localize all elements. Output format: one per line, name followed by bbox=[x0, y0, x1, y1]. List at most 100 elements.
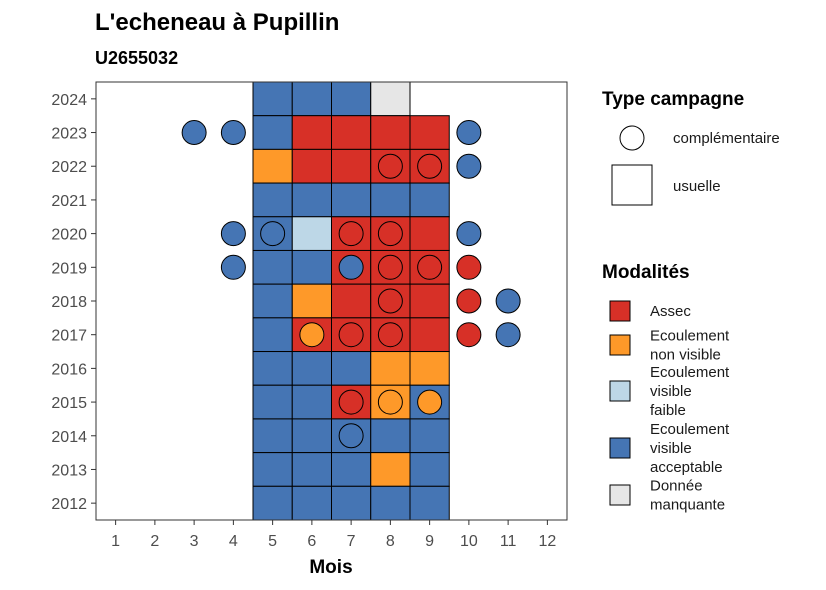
legend-label-N: Ecoulement bbox=[650, 328, 730, 345]
point-2020-5 bbox=[260, 221, 286, 247]
tile-2016-8 bbox=[370, 351, 411, 386]
point-2022-10 bbox=[456, 153, 482, 179]
legend-label-M: Donnée bbox=[650, 478, 703, 495]
legend-label-F: Ecoulement bbox=[650, 364, 730, 381]
y-tick-label: 2016 bbox=[51, 361, 87, 378]
chart-subtitle: U2655032 bbox=[95, 48, 178, 68]
tile-2024-6 bbox=[291, 81, 332, 117]
y-tick-label: 2019 bbox=[51, 260, 87, 277]
tile-2014-5 bbox=[252, 418, 293, 454]
x-tick-label: 3 bbox=[190, 533, 199, 550]
x-tick-label: 9 bbox=[425, 533, 434, 550]
legend-label-V: visible bbox=[650, 440, 692, 457]
x-tick-label: 4 bbox=[229, 533, 238, 550]
point-2023-3 bbox=[181, 120, 207, 146]
point-2017-8 bbox=[377, 322, 403, 348]
y-tick-label: 2014 bbox=[51, 429, 87, 446]
x-tick-label: 6 bbox=[307, 533, 316, 550]
y-tick-label: 2015 bbox=[51, 395, 87, 412]
y-tick-label: 2013 bbox=[51, 462, 87, 479]
tile-2018-6 bbox=[291, 283, 332, 319]
y-tick-label: 2018 bbox=[51, 294, 87, 311]
point-2020-8 bbox=[377, 221, 403, 247]
point-2022-8 bbox=[377, 153, 403, 179]
tile-2012-9 bbox=[409, 485, 450, 521]
tile-2021-6 bbox=[291, 182, 332, 218]
tile-2012-8 bbox=[370, 485, 411, 521]
legend-swatch-N bbox=[609, 334, 631, 356]
x-tick-label: 7 bbox=[347, 533, 356, 550]
tile-2017-5 bbox=[252, 317, 293, 353]
tile-2016-6 bbox=[291, 351, 332, 386]
tile-2012-5 bbox=[252, 485, 293, 521]
y-tick-label: 2017 bbox=[51, 328, 87, 345]
point-2014-7 bbox=[338, 423, 364, 449]
x-tick-label: 10 bbox=[460, 533, 478, 550]
tile-2018-5 bbox=[252, 283, 293, 319]
x-tick-label: 11 bbox=[500, 533, 517, 550]
tile-2023-8 bbox=[370, 115, 411, 150]
point-2023-4 bbox=[220, 120, 246, 146]
legend-modalites-title: Modalités bbox=[602, 262, 690, 283]
point-2018-11 bbox=[495, 288, 521, 314]
legend-usuelle-square bbox=[611, 164, 653, 206]
tile-2013-8 bbox=[370, 452, 411, 487]
tile-2016-9 bbox=[409, 351, 450, 386]
y-axis: 2012 2013 2014 2015 2016 2017 2018 2019 2020 2021… bbox=[51, 92, 96, 513]
point-2018-8 bbox=[377, 288, 403, 314]
legend-complementaire-label: complémentaire bbox=[673, 130, 780, 147]
legend-label-A: Assec bbox=[650, 303, 691, 320]
point-2022-9 bbox=[417, 153, 443, 179]
tile-2019-5 bbox=[252, 249, 293, 285]
point-2017-10 bbox=[456, 322, 482, 348]
x-tick-label: 1 bbox=[111, 533, 120, 550]
tile-2014-8 bbox=[370, 418, 411, 454]
tile-2024-7 bbox=[331, 81, 372, 117]
tile-2022-7 bbox=[331, 148, 372, 184]
point-2019-7 bbox=[338, 254, 364, 280]
tile-2016-7 bbox=[331, 351, 372, 386]
point-2017-11 bbox=[495, 322, 521, 348]
legend-label-V: acceptable bbox=[650, 459, 723, 476]
tile-2012-6 bbox=[291, 485, 332, 521]
point-2018-10 bbox=[456, 288, 482, 314]
point-2020-7 bbox=[338, 221, 364, 247]
legend-swatch-F bbox=[609, 380, 631, 402]
tile-2024-8 bbox=[370, 81, 411, 117]
legend-swatch-A bbox=[609, 300, 631, 322]
point-2020-10 bbox=[456, 221, 482, 247]
legend-complementaire-circle bbox=[619, 125, 645, 151]
tile-2024-5 bbox=[252, 81, 293, 117]
tile-2013-9 bbox=[409, 452, 450, 487]
tile-2016-5 bbox=[252, 351, 293, 386]
legend-label-F: visible bbox=[650, 383, 692, 400]
x-tick-label: 5 bbox=[268, 533, 277, 550]
tile-2018-9 bbox=[409, 283, 450, 319]
point-2019-8 bbox=[377, 254, 403, 280]
tile-2022-6 bbox=[291, 148, 332, 184]
point-2019-9 bbox=[417, 254, 443, 280]
tile-2020-9 bbox=[409, 216, 450, 251]
tile-2013-5 bbox=[252, 452, 293, 487]
tile-2023-9 bbox=[409, 115, 450, 150]
tile-2021-9 bbox=[409, 182, 450, 218]
y-tick-label: 2022 bbox=[51, 159, 87, 176]
tile-2020-6 bbox=[291, 216, 332, 251]
point-2020-4 bbox=[220, 221, 246, 247]
tile-2018-7 bbox=[331, 283, 372, 319]
point-2017-7 bbox=[338, 322, 364, 348]
legend-label-N: non visible bbox=[650, 347, 721, 364]
usuelle-tiles bbox=[252, 81, 450, 521]
tile-2013-7 bbox=[331, 452, 372, 487]
tile-2021-5 bbox=[252, 182, 293, 218]
point-2015-8 bbox=[377, 389, 403, 415]
legend-label-M: manquante bbox=[650, 497, 725, 514]
tile-2022-5 bbox=[252, 148, 293, 184]
point-2019-4 bbox=[220, 254, 246, 280]
x-axis: 1 2 3 4 5 6 7 8 9 10 11 12 bbox=[111, 520, 556, 550]
tile-2014-6 bbox=[291, 418, 332, 454]
tile-2015-5 bbox=[252, 384, 293, 420]
y-tick-label: 2021 bbox=[51, 193, 87, 210]
point-2015-7 bbox=[338, 389, 364, 415]
